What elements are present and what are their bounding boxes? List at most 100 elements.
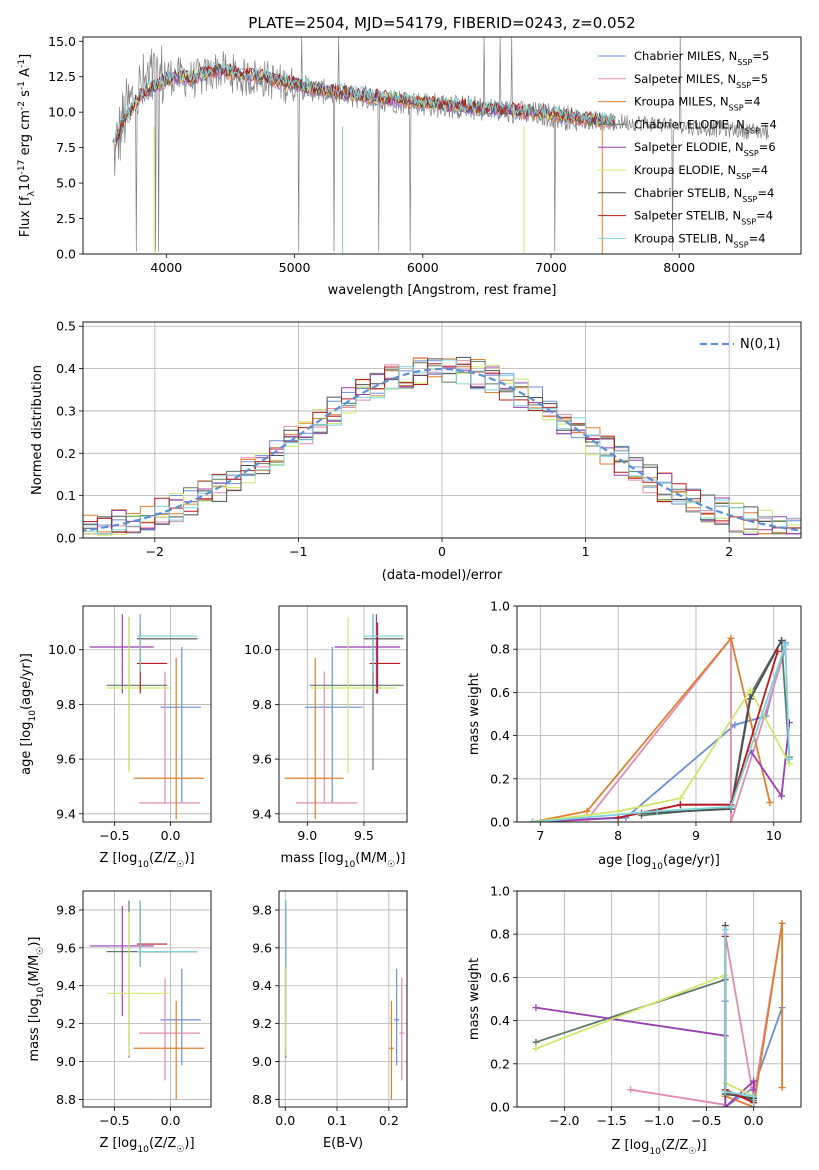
- weight-marker: [778, 1084, 786, 1092]
- y-tick-label: 0.1: [56, 488, 76, 503]
- x-axis-label: age [log10(age/yr)]: [598, 853, 720, 872]
- label-part: -2: [17, 101, 27, 110]
- label-part: ☉: [176, 860, 184, 870]
- y-tick-label: 12.5: [48, 69, 76, 84]
- weight-series: [724, 929, 755, 1107]
- legend-label: Chabrier STELIB, NSSP=4: [634, 186, 774, 204]
- label-part: ☉: [387, 860, 395, 870]
- weight-series: [532, 637, 787, 822]
- x-tick-label: 0.1: [327, 1113, 347, 1128]
- label-part: mass [log: [27, 998, 42, 1061]
- label-part: SSP: [734, 240, 749, 249]
- label-part: SSP: [745, 126, 760, 135]
- y-tick-label: 9.6: [252, 752, 272, 767]
- x-tick-label: 9.0: [297, 828, 317, 843]
- y-tick-label: 10.0: [48, 105, 76, 120]
- gaussian-curve: [83, 367, 801, 532]
- y-tick-label: 10.0: [244, 642, 272, 657]
- label-part: N(0,1): [740, 337, 781, 352]
- y-axis-label: age [log10(age/yr)]: [19, 653, 38, 775]
- label-part: (Z/Z: [149, 851, 176, 866]
- y-axis-label: mass weight: [467, 958, 482, 1040]
- legend-label: Kroupa MILES, NSSP=4: [634, 95, 761, 113]
- label-part: Z [log: [99, 1136, 137, 1151]
- label-part: )]: [184, 851, 194, 866]
- legend-label: Salpeter ELODIE, NSSP=6: [634, 140, 776, 158]
- axes-frame: [82, 890, 212, 1108]
- label-part: Salpeter ELODIE, N: [634, 140, 744, 154]
- weight-marker: [731, 721, 739, 729]
- x-tick-label: 9.5: [354, 828, 374, 843]
- label-part: Normed distribution: [30, 365, 45, 495]
- label-part: mass weight: [467, 958, 482, 1040]
- y-tick-label: 9.2: [56, 1016, 76, 1031]
- weight-series: [535, 978, 754, 1102]
- label-part: Salpeter MILES, N: [634, 72, 736, 86]
- x-tick-label: 7: [536, 828, 544, 843]
- y-axis-label: mass [log10(M/M☉)]: [27, 937, 46, 1062]
- label-part: ]: [18, 54, 33, 59]
- y-tick-label: 0.0: [490, 815, 510, 830]
- x-tick-label: 0.0: [161, 1113, 181, 1128]
- label-part: s: [18, 90, 33, 101]
- label-part: =6: [759, 140, 776, 154]
- label-part: =4: [749, 231, 766, 245]
- axes-frame: [82, 36, 802, 255]
- y-tick-label: 9.4: [56, 806, 76, 821]
- plot-area: [83, 891, 211, 1107]
- y-tick-label: 9.6: [56, 940, 76, 955]
- weight-marker: [532, 1004, 540, 1012]
- axes-age-vs-mass: 9.0 9.5 9.4 9.6 9.8 10.0 mass [log10(M/M☉)]: [244, 605, 408, 870]
- y-tick-label: 0.2: [490, 1056, 510, 1071]
- label-part: 10: [28, 710, 38, 722]
- label-part: ☉: [688, 1147, 696, 1157]
- label-part: (M/M: [27, 955, 42, 987]
- label-part: 10: [36, 987, 46, 999]
- label-part: ☉: [36, 947, 46, 955]
- label-part: -17: [17, 159, 27, 174]
- label-part: )]: [395, 851, 405, 866]
- legend-label: Chabrier ELODIE, NSSP=4: [634, 117, 777, 135]
- y-tick-label: 9.6: [56, 752, 76, 767]
- weight-marker: [721, 926, 729, 934]
- y-tick-label: 0.8: [490, 642, 510, 657]
- label-part: SSP: [744, 149, 759, 158]
- plot-area: [279, 891, 407, 1107]
- axes-age-vs-Z: −0.5 0.09.49.69.810.0Z [log10(Z/Z☉)]age […: [19, 605, 212, 870]
- plot-area: [112, 37, 770, 254]
- x-tick-label: 0.0: [161, 828, 181, 843]
- y-tick-label: 9.8: [252, 902, 272, 917]
- label-part: )]: [184, 1136, 194, 1151]
- label-part: age [log: [598, 853, 651, 868]
- y-tick-label: 0.5: [56, 319, 76, 334]
- label-part: λ: [27, 190, 37, 196]
- plot-area: [279, 606, 407, 822]
- label-part: ☉: [176, 1145, 184, 1155]
- label-part: 10: [137, 860, 149, 870]
- label-part: (Z/Z: [661, 1138, 688, 1153]
- x-tick-label: −2.0: [549, 1113, 579, 1128]
- label-part: SSP: [736, 172, 751, 181]
- label-part: 10: [649, 1147, 661, 1157]
- axes-residuals: −2 −1 0 1 2 0.0 0.1 0.2 0.3 0.4 0.5 (data-model)/er…: [30, 319, 802, 583]
- x-axis-label: mass [log10(M/M☉)]: [281, 851, 406, 870]
- x-tick-label: 0.2: [379, 1113, 399, 1128]
- plot-area: [83, 606, 211, 822]
- y-tick-label: 9.4: [252, 978, 272, 993]
- y-tick-label: 9.0: [56, 1054, 76, 1069]
- x-tick-label: 10: [766, 828, 782, 843]
- label-part: (age/yr)]: [663, 853, 720, 868]
- x-tick-label: −0.5: [99, 1113, 129, 1128]
- y-tick-label: 0.4: [56, 361, 76, 376]
- label-part: Kroupa MILES, N: [634, 95, 729, 109]
- plot-area: [517, 891, 801, 1107]
- label-part: )]: [27, 937, 42, 947]
- x-tick-label: −2: [146, 544, 164, 559]
- weight-series: [532, 637, 771, 822]
- y-tick-label: 0.0: [56, 247, 76, 262]
- y-tick-label: 9.8: [56, 697, 76, 712]
- label-part: Z [log: [611, 1138, 649, 1153]
- weight-marker: [746, 686, 754, 694]
- label-part: SSP: [741, 217, 756, 226]
